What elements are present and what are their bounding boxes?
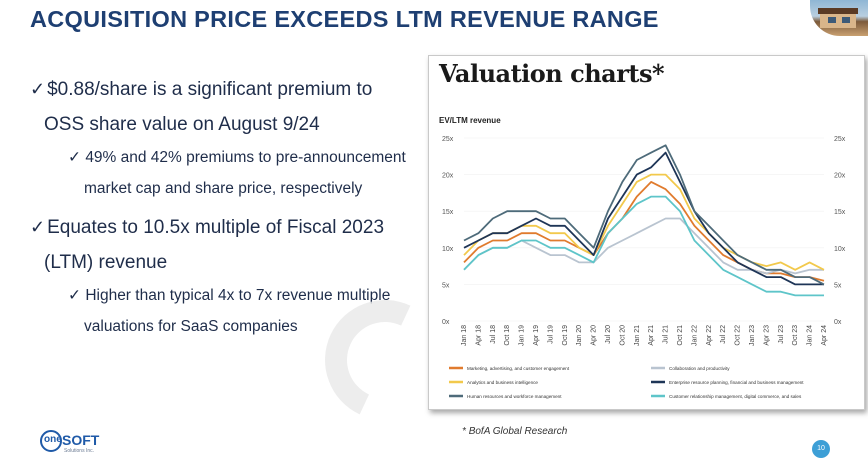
bullet-1-line1: $0.88/share is a significant premium to [47, 79, 373, 100]
company-logo: one SOFT Solutions Inc. [40, 430, 120, 456]
legend-label: Marketing, advertising, and customer eng… [467, 366, 570, 371]
series-line-6 [463, 195, 824, 297]
x-tick-label: Jan 20 [576, 325, 583, 346]
slide-title: ACQUISITION PRICE EXCEEDS LTM REVENUE RA… [30, 6, 659, 32]
x-tick-label: Oct 18 [504, 325, 511, 346]
sub-bullet-2-line2: valuations for SaaS companies [84, 318, 298, 335]
x-tick-label: Jan 23 [749, 325, 756, 346]
legend-label: Customer relationship management, digita… [669, 394, 802, 399]
y-tick-label-right: 15x [834, 209, 846, 216]
bullet-2: ✓ Equates to 10.5x multiple of Fiscal 202… [30, 210, 440, 280]
chart-subtitle: EV/LTM revenue [439, 116, 501, 125]
x-tick-label: Oct 22 [735, 325, 742, 346]
sub-bullet-1: ✓ 49% and 42% premiums to pre-announceme… [30, 142, 440, 204]
x-tick-label: Jul 18 [490, 325, 497, 344]
y-tick-label-left: 15x [442, 209, 454, 216]
x-tick-label: Apr 22 [706, 325, 713, 346]
source-marker: * [462, 426, 466, 437]
source-note: * BofA Global Research [462, 426, 567, 437]
legend-label: Human resources and workforce management [467, 394, 562, 399]
x-tick-label: Oct 19 [562, 325, 569, 346]
sub-bullet-2-line1: Higher than typical 4x to 7x revenue mul… [85, 287, 391, 304]
chart-title: Valuation charts* [439, 59, 665, 88]
series-line-2 [463, 217, 824, 275]
x-tick-label: Oct 21 [677, 325, 684, 346]
bullet-2-line2: (LTM) revenue [44, 252, 168, 273]
x-tick-label: Apr 24 [821, 325, 828, 346]
y-tick-label-left: 25x [442, 136, 454, 143]
y-tick-label-left: 10x [442, 246, 454, 253]
x-tick-label: Apr 19 [533, 325, 540, 346]
check-icon: ✓ [68, 287, 81, 304]
bullet-1-line2: OSS share value on August 9/24 [44, 114, 320, 135]
series-line-4 [463, 151, 824, 286]
y-tick-label-right: 0x [834, 319, 842, 326]
bullet-1: ✓ $0.88/share is a significant premium to… [30, 72, 440, 142]
x-tick-label: Jul 22 [720, 325, 727, 344]
y-tick-label-right: 25x [834, 136, 846, 143]
corner-photo [810, 0, 868, 36]
legend-label: Collaboration and productivity [669, 366, 730, 371]
x-tick-label: Apr 20 [591, 325, 598, 346]
x-tick-label: Jul 21 [663, 325, 670, 344]
check-icon: ✓ [30, 217, 46, 237]
legend-label: Analytics and business intelligence [467, 380, 538, 385]
page-number: 10 [812, 440, 830, 458]
bullet-2-line1: Equates to 10.5x multiple of Fiscal 2023 [47, 217, 385, 238]
x-tick-label: Jan 21 [634, 325, 641, 346]
line-chart: 0x 0x 5x 5x 10x 10x 15x 15x 20x 20x 25x 25x Jan 18 Ap… [442, 136, 846, 399]
x-tick-label: Jan 19 [519, 325, 526, 346]
series-line-5 [463, 144, 825, 286]
y-tick-label-right: 10x [834, 246, 846, 253]
y-tick-label-left: 5x [442, 282, 450, 289]
sub-bullet-2: ✓ Higher than typical 4x to 7x revenue m… [30, 280, 440, 342]
x-tick-label: Oct 23 [792, 325, 799, 346]
check-icon: ✓ [68, 149, 81, 166]
x-tick-label: Jul 23 [778, 325, 785, 344]
y-tick-label-left: 0x [442, 319, 450, 326]
y-tick-label-left: 20x [442, 173, 454, 180]
sub-bullet-1-line1: 49% and 42% premiums to pre-announcement [85, 149, 406, 166]
check-icon: ✓ [30, 79, 46, 99]
x-tick-label: Jan 18 [461, 325, 468, 346]
chart-image: Valuation charts* EV/LTM revenue 0x 0x 5x 5… [428, 55, 865, 410]
bullet-list: ✓ $0.88/share is a significant premium to… [30, 72, 440, 342]
x-tick-label: Jul 20 [605, 325, 612, 344]
y-tick-label-right: 5x [834, 282, 842, 289]
legend-label: Enterprise resource planning, financial … [669, 380, 804, 385]
y-tick-label-right: 20x [834, 173, 846, 180]
x-tick-label: Apr 23 [763, 325, 770, 346]
x-tick-label: Apr 18 [475, 325, 482, 346]
x-tick-label: Oct 20 [619, 325, 626, 346]
x-tick-label: Apr 21 [648, 325, 655, 346]
x-tick-label: Jan 22 [691, 325, 698, 346]
sub-bullet-1-line2: market cap and share price, respectively [84, 180, 363, 197]
x-tick-label: Jan 24 [807, 325, 814, 346]
x-tick-label: Jul 19 [547, 325, 554, 344]
source-text: BofA Global Research [468, 426, 568, 437]
series-line-3 [463, 173, 825, 271]
